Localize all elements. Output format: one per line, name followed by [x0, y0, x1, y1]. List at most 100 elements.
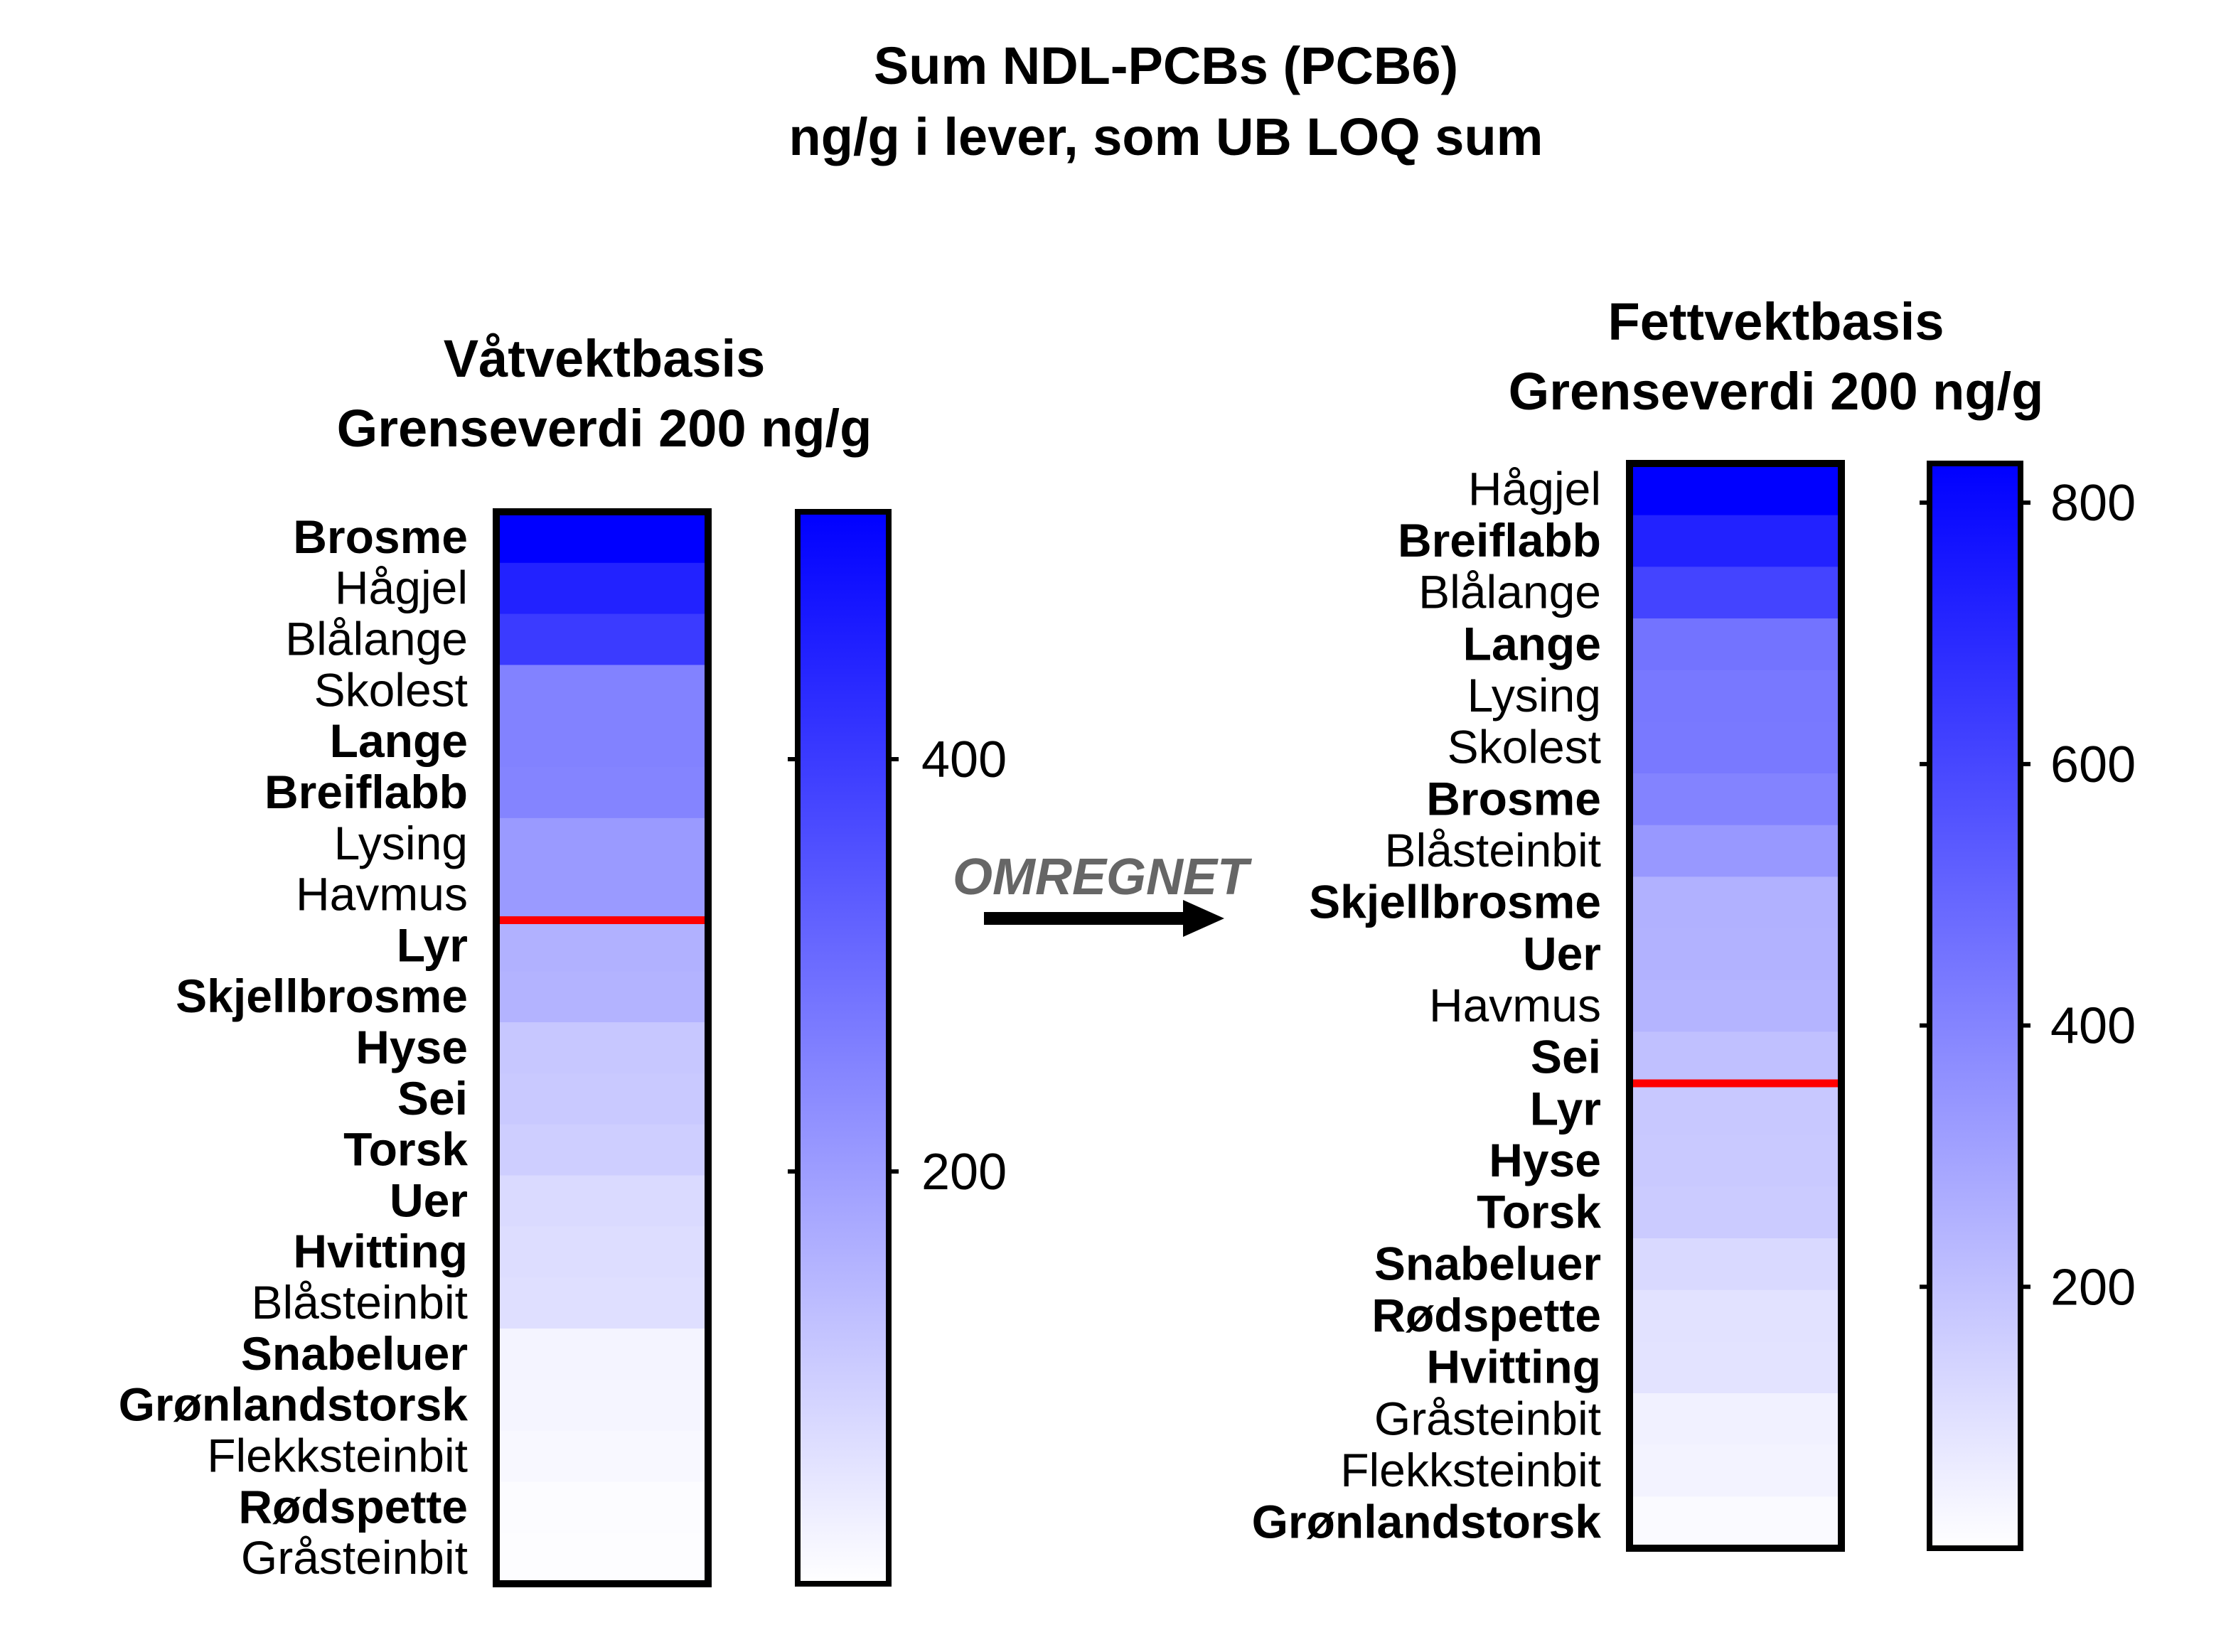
colorbar-tick-label: 600 [2050, 736, 2136, 793]
heatmap-cell-wet-11 [496, 1073, 708, 1125]
row-label: Lyr [1530, 1082, 1601, 1135]
left-panel-title: Våtvektbasis [444, 329, 766, 388]
heatmap-cell-fat-2 [1630, 567, 1841, 619]
heatmap-cell-fat-13 [1630, 1135, 1841, 1187]
row-label: Uer [390, 1174, 468, 1226]
row-label: Hvitting [1426, 1341, 1601, 1393]
row-label: Breiflabb [1398, 514, 1601, 567]
row-label: Gråsteinbit [1374, 1392, 1601, 1444]
row-label: Sei [1531, 1031, 1601, 1083]
row-label: Gråsteinbit [241, 1531, 468, 1584]
row-label: Lysing [334, 817, 468, 869]
row-label: Havmus [296, 868, 468, 921]
row-label: Skolest [314, 663, 468, 716]
row-label: Grønlandstorsk [119, 1378, 469, 1431]
row-label: Hågjel [1468, 462, 1601, 515]
row-label: Hyse [1489, 1134, 1601, 1186]
colorbar-tick-label: 400 [921, 731, 1007, 788]
heatmap-cell-fat-14 [1630, 1186, 1841, 1239]
heatmap-cell-fat-16 [1630, 1289, 1841, 1342]
colorbar-tick-label: 400 [2050, 998, 2136, 1055]
heatmap-cell-fat-7 [1630, 825, 1841, 877]
row-label: Lange [1463, 617, 1601, 670]
row-label: Blåsteinbit [251, 1276, 468, 1329]
heatmap-cell-wet-4 [496, 716, 708, 768]
colorbar [795, 509, 892, 1587]
colorbar-tick-label: 200 [2050, 1259, 2136, 1316]
heatmap-cell-fat-20 [1630, 1496, 1841, 1549]
row-label: Skjellbrosme [1309, 876, 1601, 928]
row-label: Brosme [293, 510, 468, 563]
heatmap-cell-wet-6 [496, 817, 708, 870]
heatmap-cell-wet-3 [496, 665, 708, 717]
chart-title-line2: ng/g i lever, som UB LOQ sum [789, 107, 1543, 166]
row-label: Lange [330, 714, 468, 767]
row-label: Grønlandstorsk [1252, 1496, 1602, 1548]
colorbar-tick-label: 200 [921, 1144, 1007, 1201]
row-label: Flekksteinbit [207, 1429, 468, 1481]
row-label: Rødspette [1371, 1289, 1601, 1341]
heatmap-frame [1626, 460, 1845, 1552]
heatmap-cell-wet-15 [496, 1277, 708, 1329]
row-label: Torsk [343, 1123, 468, 1176]
heatmap-cell-wet-7 [496, 869, 708, 921]
heatmap-cell-wet-9 [496, 971, 708, 1023]
heatmap-cell-fat-0 [1630, 463, 1841, 516]
heatmap-cell-fat-8 [1630, 876, 1841, 929]
heatmap-cell-fat-4 [1630, 670, 1841, 722]
heatmap-cell-fat-17 [1630, 1341, 1841, 1394]
chart-title-line1: Sum NDL-PCBs (PCB6) [874, 36, 1458, 95]
heatmap-cell-fat-9 [1630, 928, 1841, 981]
heatmap-cell-wet-1 [496, 562, 708, 615]
row-label: Lysing [1467, 669, 1601, 722]
row-label: Skjellbrosme [176, 970, 468, 1022]
heatmap-cell-wet-20 [496, 1533, 708, 1584]
heatmap-cell-wet-19 [496, 1481, 708, 1533]
row-label: Hyse [355, 1021, 468, 1073]
heatmap-cell-fat-6 [1630, 773, 1841, 826]
row-label: Snabeluer [241, 1327, 468, 1380]
heatmap-cell-fat-12 [1630, 1083, 1841, 1136]
heatmap-cell-fat-18 [1630, 1393, 1841, 1446]
row-label: Uer [1523, 927, 1601, 980]
heatmap-cell-fat-15 [1630, 1238, 1841, 1291]
heatmap-cell-wet-12 [496, 1124, 708, 1176]
conversion-label: OMREGNET [953, 849, 1253, 906]
colorbar [1927, 461, 2023, 1551]
row-label: Blåsteinbit [1384, 824, 1601, 876]
row-label: Hågjel [335, 562, 468, 614]
conversion-arrow-head [1183, 900, 1224, 937]
heatmap-cell-fat-1 [1630, 515, 1841, 567]
row-label: Lyr [397, 918, 468, 971]
row-label: Torsk [1477, 1186, 1601, 1238]
row-label: Hvitting [293, 1225, 468, 1277]
heatmap-cell-wet-17 [496, 1379, 708, 1432]
row-label: Breiflabb [264, 766, 468, 818]
heatmap-cell-wet-0 [496, 512, 708, 564]
row-label: Flekksteinbit [1340, 1444, 1601, 1496]
heatmap-cell-wet-5 [496, 767, 708, 819]
heatmap-cell-wet-2 [496, 613, 708, 666]
heatmap-frame [493, 508, 712, 1587]
row-label: Havmus [1429, 979, 1601, 1031]
heatmap-cell-fat-5 [1630, 722, 1841, 774]
heatmap-cell-wet-10 [496, 1022, 708, 1074]
heatmap-cell-fat-19 [1630, 1444, 1841, 1497]
row-label: Skolest [1448, 721, 1601, 773]
heatmap-cell-wet-13 [496, 1175, 708, 1227]
heatmap-cell-wet-8 [496, 920, 708, 972]
row-label: Blålange [285, 613, 468, 665]
heatmap-cell-fat-3 [1630, 618, 1841, 671]
right-panel-title: Fettvektbasis [1608, 292, 1944, 351]
row-label: Rødspette [238, 1480, 468, 1533]
left-panel-subtitle: Grenseverdi 200 ng/g [337, 399, 872, 458]
heatmap-cell-wet-16 [496, 1328, 708, 1380]
right-panel-subtitle: Grenseverdi 200 ng/g [1509, 362, 2044, 421]
heatmap-cell-wet-18 [496, 1430, 708, 1482]
row-label: Brosme [1426, 772, 1601, 825]
row-label: Sei [397, 1072, 468, 1125]
heatmap-cell-fat-11 [1630, 1031, 1841, 1084]
row-label: Snabeluer [1374, 1237, 1601, 1289]
